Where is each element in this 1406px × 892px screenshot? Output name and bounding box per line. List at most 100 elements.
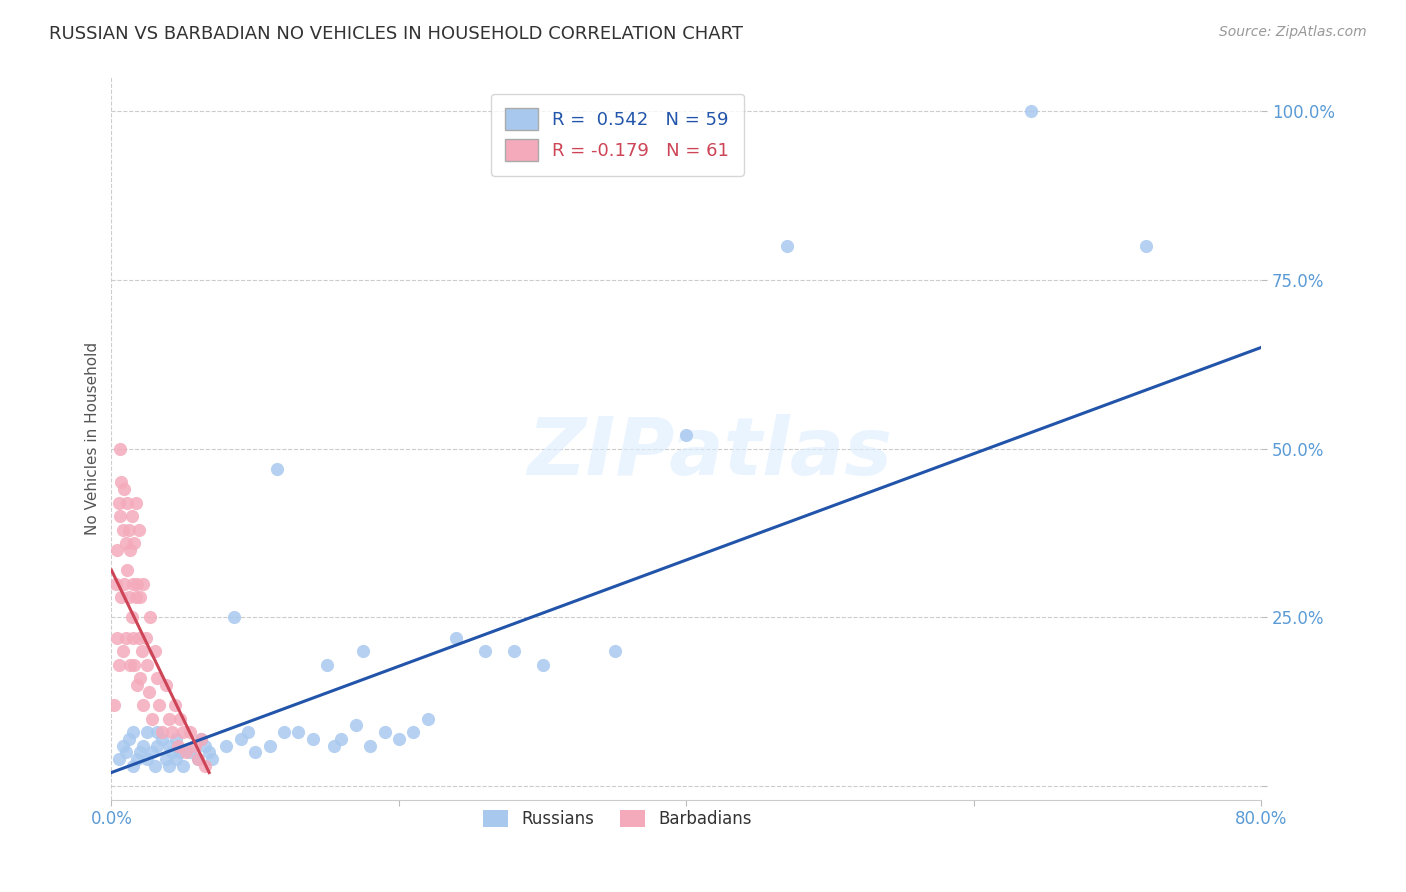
Point: [114, 536, 136, 550]
Point: [190, 731, 212, 746]
Legend: Russians, Barbadians: Russians, Barbadians: [477, 803, 758, 835]
Point: [1135, 239, 1157, 253]
Point: [416, 712, 439, 726]
Point: [776, 239, 799, 253]
Point: [118, 523, 141, 537]
Text: ZIPatlas: ZIPatlas: [527, 414, 891, 491]
Point: [141, 745, 163, 759]
Point: [129, 590, 152, 604]
Point: [122, 758, 145, 772]
Point: [108, 442, 131, 456]
Point: [165, 731, 187, 746]
Point: [287, 725, 309, 739]
Point: [122, 576, 145, 591]
Point: [141, 712, 163, 726]
Point: [531, 657, 554, 672]
Point: [323, 739, 346, 753]
Point: [138, 684, 160, 698]
Point: [107, 657, 129, 672]
Point: [446, 631, 468, 645]
Point: [132, 698, 155, 712]
Point: [388, 731, 411, 746]
Point: [155, 752, 177, 766]
Point: [135, 631, 157, 645]
Point: [125, 495, 148, 509]
Point: [215, 739, 238, 753]
Point: [124, 536, 146, 550]
Point: [111, 644, 134, 658]
Point: [136, 725, 159, 739]
Point: [502, 644, 524, 658]
Point: [179, 745, 201, 759]
Point: [146, 671, 169, 685]
Point: [129, 671, 152, 685]
Point: [166, 739, 188, 753]
Point: [146, 739, 169, 753]
Point: [115, 495, 138, 509]
Point: [110, 590, 132, 604]
Point: [125, 590, 148, 604]
Point: [120, 542, 142, 557]
Point: [121, 610, 143, 624]
Point: [359, 739, 381, 753]
Point: [143, 644, 166, 658]
Point: [474, 644, 496, 658]
Point: [112, 576, 135, 591]
Point: [229, 731, 252, 746]
Point: [402, 725, 425, 739]
Point: [111, 739, 134, 753]
Point: [373, 725, 395, 739]
Point: [127, 576, 149, 591]
Point: [132, 739, 155, 753]
Point: [157, 712, 180, 726]
Point: [1021, 104, 1043, 119]
Text: Source: ZipAtlas.com: Source: ZipAtlas.com: [1219, 25, 1367, 39]
Point: [139, 610, 162, 624]
Point: [169, 745, 191, 759]
Point: [190, 731, 212, 746]
Point: [187, 752, 209, 766]
Point: [148, 698, 170, 712]
Point: [201, 752, 224, 766]
Point: [236, 725, 259, 739]
Point: [160, 725, 183, 739]
Point: [259, 739, 281, 753]
Point: [108, 509, 131, 524]
Point: [105, 631, 128, 645]
Point: [104, 576, 127, 591]
Point: [114, 631, 136, 645]
Point: [174, 745, 197, 759]
Point: [172, 758, 194, 772]
Point: [128, 631, 150, 645]
Point: [132, 576, 155, 591]
Point: [128, 523, 150, 537]
Point: [118, 731, 141, 746]
Point: [136, 657, 159, 672]
Point: [187, 752, 209, 766]
Point: [143, 758, 166, 772]
Point: [172, 725, 194, 739]
Y-axis label: No Vehicles in Household: No Vehicles in Household: [86, 342, 100, 535]
Point: [155, 678, 177, 692]
Point: [165, 752, 187, 766]
Point: [222, 610, 245, 624]
Point: [194, 758, 217, 772]
Point: [111, 523, 134, 537]
Point: [118, 590, 141, 604]
Point: [121, 509, 143, 524]
Point: [184, 739, 207, 753]
Point: [115, 563, 138, 577]
Point: [131, 644, 153, 658]
Point: [157, 758, 180, 772]
Point: [344, 718, 367, 732]
Point: [107, 495, 129, 509]
Point: [150, 725, 173, 739]
Point: [179, 725, 201, 739]
Point: [352, 644, 374, 658]
Point: [163, 698, 186, 712]
Point: [157, 739, 180, 753]
Point: [127, 752, 149, 766]
Point: [124, 657, 146, 672]
Point: [316, 657, 339, 672]
Point: [122, 725, 145, 739]
